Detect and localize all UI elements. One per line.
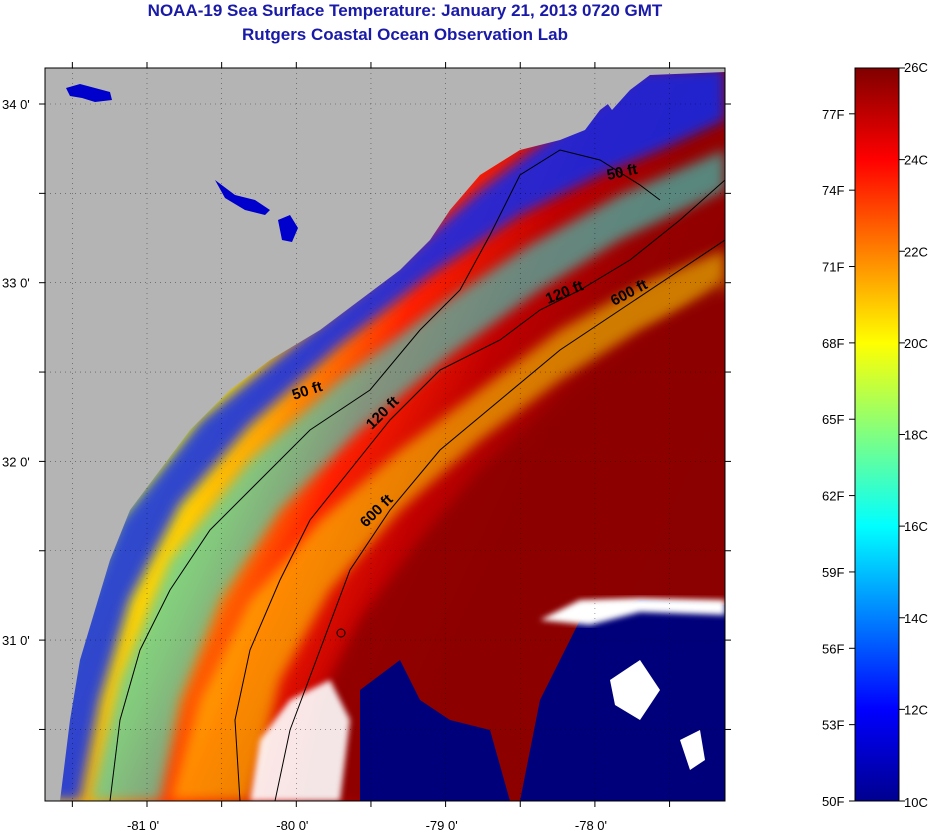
colorbar-c-label: 18C	[904, 428, 928, 443]
colorbar-c-label: 14C	[904, 611, 928, 626]
colorbar-f-label: 68F	[822, 336, 844, 351]
lat-tick-label: 33 0'	[2, 276, 30, 291]
lon-tick-label: -79 0'	[426, 818, 458, 832]
inland-lake-a	[66, 84, 112, 102]
colorbar-scale	[854, 67, 900, 802]
colorbar-c-label: 16C	[904, 519, 928, 534]
cloud-patch-a	[610, 660, 660, 720]
inland-lake-b	[215, 180, 270, 215]
lon-tick-label: -80 0'	[276, 818, 308, 832]
land-mass	[45, 68, 640, 801]
contour-600ft	[274, 239, 725, 801]
colorbar-c-label: 20C	[904, 336, 928, 351]
contour-ring	[336, 628, 346, 638]
chart-title: NOAA-19 Sea Surface Temperature: January…	[147, 1, 663, 20]
cold-patch-south	[360, 660, 510, 801]
shelf-warm-water	[170, 250, 725, 801]
cloud-edge	[540, 598, 725, 625]
lat-tick-label: 31 0'	[2, 633, 30, 648]
contour-120ft	[234, 179, 725, 801]
lat-tick-label: 34 0'	[2, 97, 30, 112]
colorbar-f-label: 62F	[822, 489, 844, 504]
colorbar-c-label: 12C	[904, 702, 928, 717]
lon-tick-label: -81 0'	[127, 818, 159, 832]
colorbar-c-label: 26C	[904, 60, 928, 75]
land-mass-ne	[600, 68, 725, 110]
map-frame	[44, 67, 726, 802]
colorbar-c-label: 22C	[904, 244, 928, 259]
cloud-south	[250, 680, 350, 801]
lat-tick-label: 32 0'	[2, 454, 30, 469]
cloud-patch-b	[680, 730, 705, 770]
contour-label-50ft-a: 50 ft	[605, 161, 639, 184]
colorbar-f-label: 56F	[822, 641, 844, 656]
chart-subtitle: Rutgers Coastal Ocean Observation Lab	[242, 25, 568, 44]
inland-lake-c	[278, 215, 298, 242]
lon-tick-label: -78 0'	[575, 818, 607, 832]
colorbar-f-label: 71F	[822, 260, 844, 275]
colorbar-f-label: 77F	[822, 107, 844, 122]
colorbar-f-label: 74F	[822, 183, 844, 198]
contour-50ft	[109, 149, 661, 801]
colorbar-f-label: 53F	[822, 718, 844, 733]
colorbar-c-label: 24C	[904, 153, 928, 168]
colorbar-c-label: 10C	[904, 795, 928, 810]
colorbar-f-label: 59F	[822, 565, 844, 580]
colorbar-f-label: 50F	[822, 794, 844, 809]
coastal-cold-water	[45, 68, 725, 801]
shelf-mid-water	[90, 150, 725, 801]
colorbar-f-label: 65F	[822, 412, 844, 427]
